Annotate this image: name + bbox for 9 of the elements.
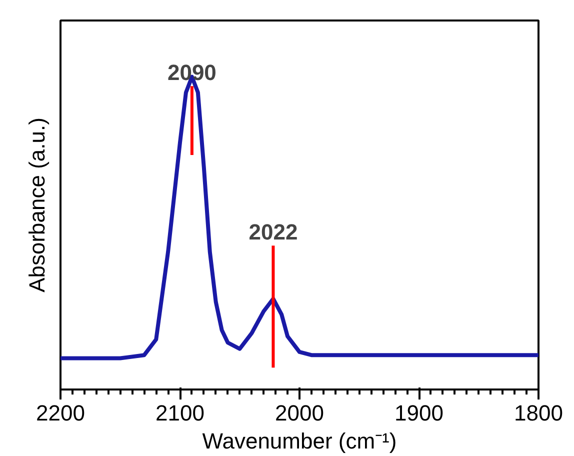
x-tick-label: 2000 — [275, 400, 324, 426]
x-axis-title: Wavenumber (cm⁻¹) — [202, 428, 397, 454]
x-tick-label: 1900 — [394, 400, 444, 426]
y-axis-title: Absorbance (a.u.) — [24, 118, 50, 292]
x-tick-label: 1800 — [514, 400, 563, 426]
x-tick-label: 2100 — [156, 400, 204, 426]
x-tick-label: 2200 — [36, 400, 85, 426]
ref-line-label: 2022 — [248, 219, 298, 244]
ref-line-label: 2090 — [167, 60, 216, 85]
